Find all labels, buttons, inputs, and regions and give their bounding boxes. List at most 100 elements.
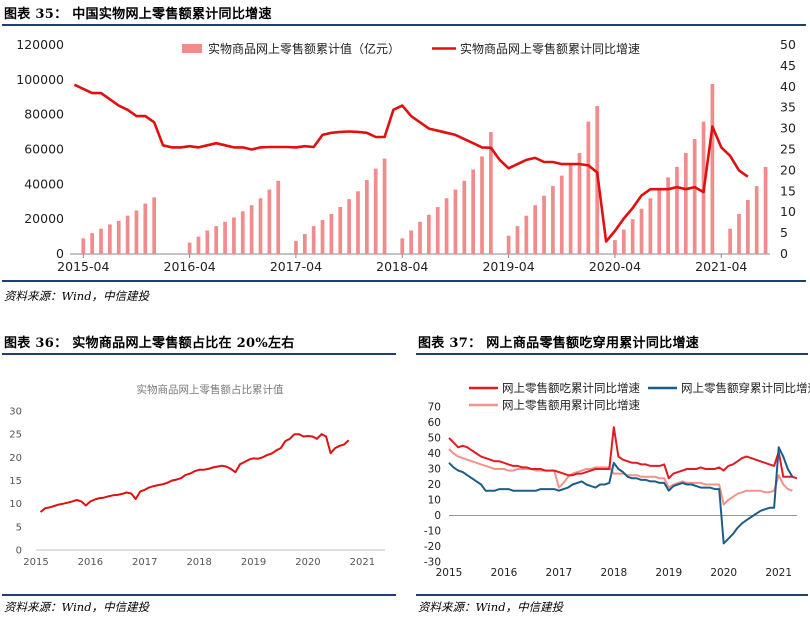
bar (196, 236, 201, 254)
bar (409, 230, 413, 254)
bar (745, 200, 750, 254)
x-tick-label: 2018-04 (376, 259, 428, 274)
chart-37: -30 -20 -10 0 10 20 30 40 50 60 70 2015 2016 2017 2018… (424, 381, 810, 579)
y-tick-label: 70 (428, 402, 441, 414)
y-right-tick-label: 5 (780, 225, 788, 240)
bar (427, 214, 431, 254)
x-tick-label: 2020 (295, 557, 320, 568)
bar (99, 228, 103, 254)
bar (657, 187, 662, 254)
y-right-tick-label: 50 (780, 37, 796, 52)
bar (267, 189, 272, 254)
x-tick-label: 2016-04 (164, 259, 216, 274)
bar (338, 206, 343, 254)
y-right-tick-label: 0 (780, 246, 788, 261)
bar (613, 240, 617, 254)
x-tick-label: 2019-04 (482, 259, 534, 274)
bar (400, 238, 405, 254)
x-tick-label: 2021 (765, 567, 792, 579)
share-line (39, 433, 350, 513)
y-tick-label: 20 (9, 453, 22, 464)
x-tick-label: 2020-04 (589, 259, 641, 274)
y-right-tick-label: 20 (780, 162, 796, 177)
figure-35-title: 图表 35： 中国实物网上零售额累计同比增速 (4, 7, 272, 22)
bar (471, 169, 476, 254)
x-tick-label: 2017 (546, 567, 573, 579)
bar (418, 221, 422, 254)
bar (489, 132, 493, 254)
bar (382, 158, 387, 254)
bar (302, 233, 307, 254)
bar (568, 165, 573, 254)
series-line (448, 446, 794, 545)
chart-36-inner-title: 实物商品网上零售额占比累计值 (137, 383, 284, 396)
bar (311, 226, 316, 254)
x-tick-label: 2018 (186, 557, 211, 568)
y-right-tick-label: 25 (780, 142, 796, 157)
bar (205, 230, 210, 254)
legend-label: 网上零售额吃累计同比增速 (502, 381, 640, 395)
y-tick-label: -30 (424, 557, 441, 569)
x-tick-label: 2015-04 (57, 259, 109, 274)
bar (125, 215, 130, 254)
bar (630, 219, 635, 254)
bar (524, 215, 529, 254)
bar (187, 242, 192, 254)
y-right-tick-label: 40 (780, 79, 796, 94)
bar (152, 197, 157, 254)
bar (240, 211, 245, 254)
bar (453, 189, 458, 254)
figure-37-title: 图表 37： 网上商品零售额吃穿用累计同比增速 (418, 336, 700, 351)
x-tick-label: 2019 (241, 557, 266, 568)
y-tick-label: 0 (16, 546, 22, 557)
y-tick-label: -20 (424, 541, 441, 553)
bar (320, 220, 325, 254)
x-tick-label: 2016 (491, 567, 518, 579)
bar (551, 186, 555, 254)
bar (506, 235, 511, 254)
y-tick-label: 0 (434, 510, 441, 522)
legend-label: 网上零售额穿累计同比增速 (681, 381, 810, 395)
bar (134, 210, 139, 254)
x-tick-label: 2017 (132, 557, 157, 568)
figure-36-source: 资料来源：Wind，中信建投 (4, 600, 150, 614)
bar (249, 205, 254, 254)
legend-label: 网上零售额用累计同比增速 (502, 398, 640, 412)
x-tick-label: 2021-04 (695, 259, 747, 274)
x-tick-label: 2018 (600, 567, 627, 579)
y-right-tick-label: 30 (780, 121, 796, 136)
y-tick-label: -10 (424, 526, 441, 538)
bar (542, 195, 546, 254)
bar (108, 224, 112, 254)
bar (648, 198, 653, 254)
y-tick-label: 30 (9, 407, 22, 418)
bar (754, 186, 759, 254)
bar (90, 233, 95, 254)
figure-35-source: 资料来源：Wind，中信建投 (4, 289, 150, 303)
y-right-tick-label: 35 (780, 100, 796, 115)
bar (639, 208, 644, 254)
bar (356, 191, 360, 254)
figure-36-title: 图表 36： 实物商品网上零售额占比在 20%左右 (4, 336, 295, 351)
bar (621, 229, 626, 254)
y-tick-label: 60 (428, 417, 441, 429)
bar (515, 226, 520, 254)
y-tick-label: 20 (428, 479, 441, 491)
x-tick-label: 2015 (23, 557, 48, 568)
bar (223, 221, 227, 254)
bar (763, 166, 768, 254)
y-tick-label: 25 (9, 430, 22, 441)
legend-label-line: 实物商品网上零售额累计同比增速 (460, 41, 640, 56)
series-line (448, 426, 798, 480)
bar (675, 166, 679, 254)
bar (728, 228, 732, 254)
y-right-tick-label: 10 (780, 204, 796, 219)
y-tick-label: 10 (9, 499, 22, 510)
growth-line (73, 83, 749, 243)
legend-label-bar: 实物商品网上零售额累计值（亿元） (208, 41, 400, 56)
bar (692, 139, 697, 254)
bar (276, 180, 281, 254)
figure-37-source: 资料来源：Wind，中信建投 (418, 600, 564, 614)
bar (232, 217, 236, 254)
bar (577, 152, 582, 254)
